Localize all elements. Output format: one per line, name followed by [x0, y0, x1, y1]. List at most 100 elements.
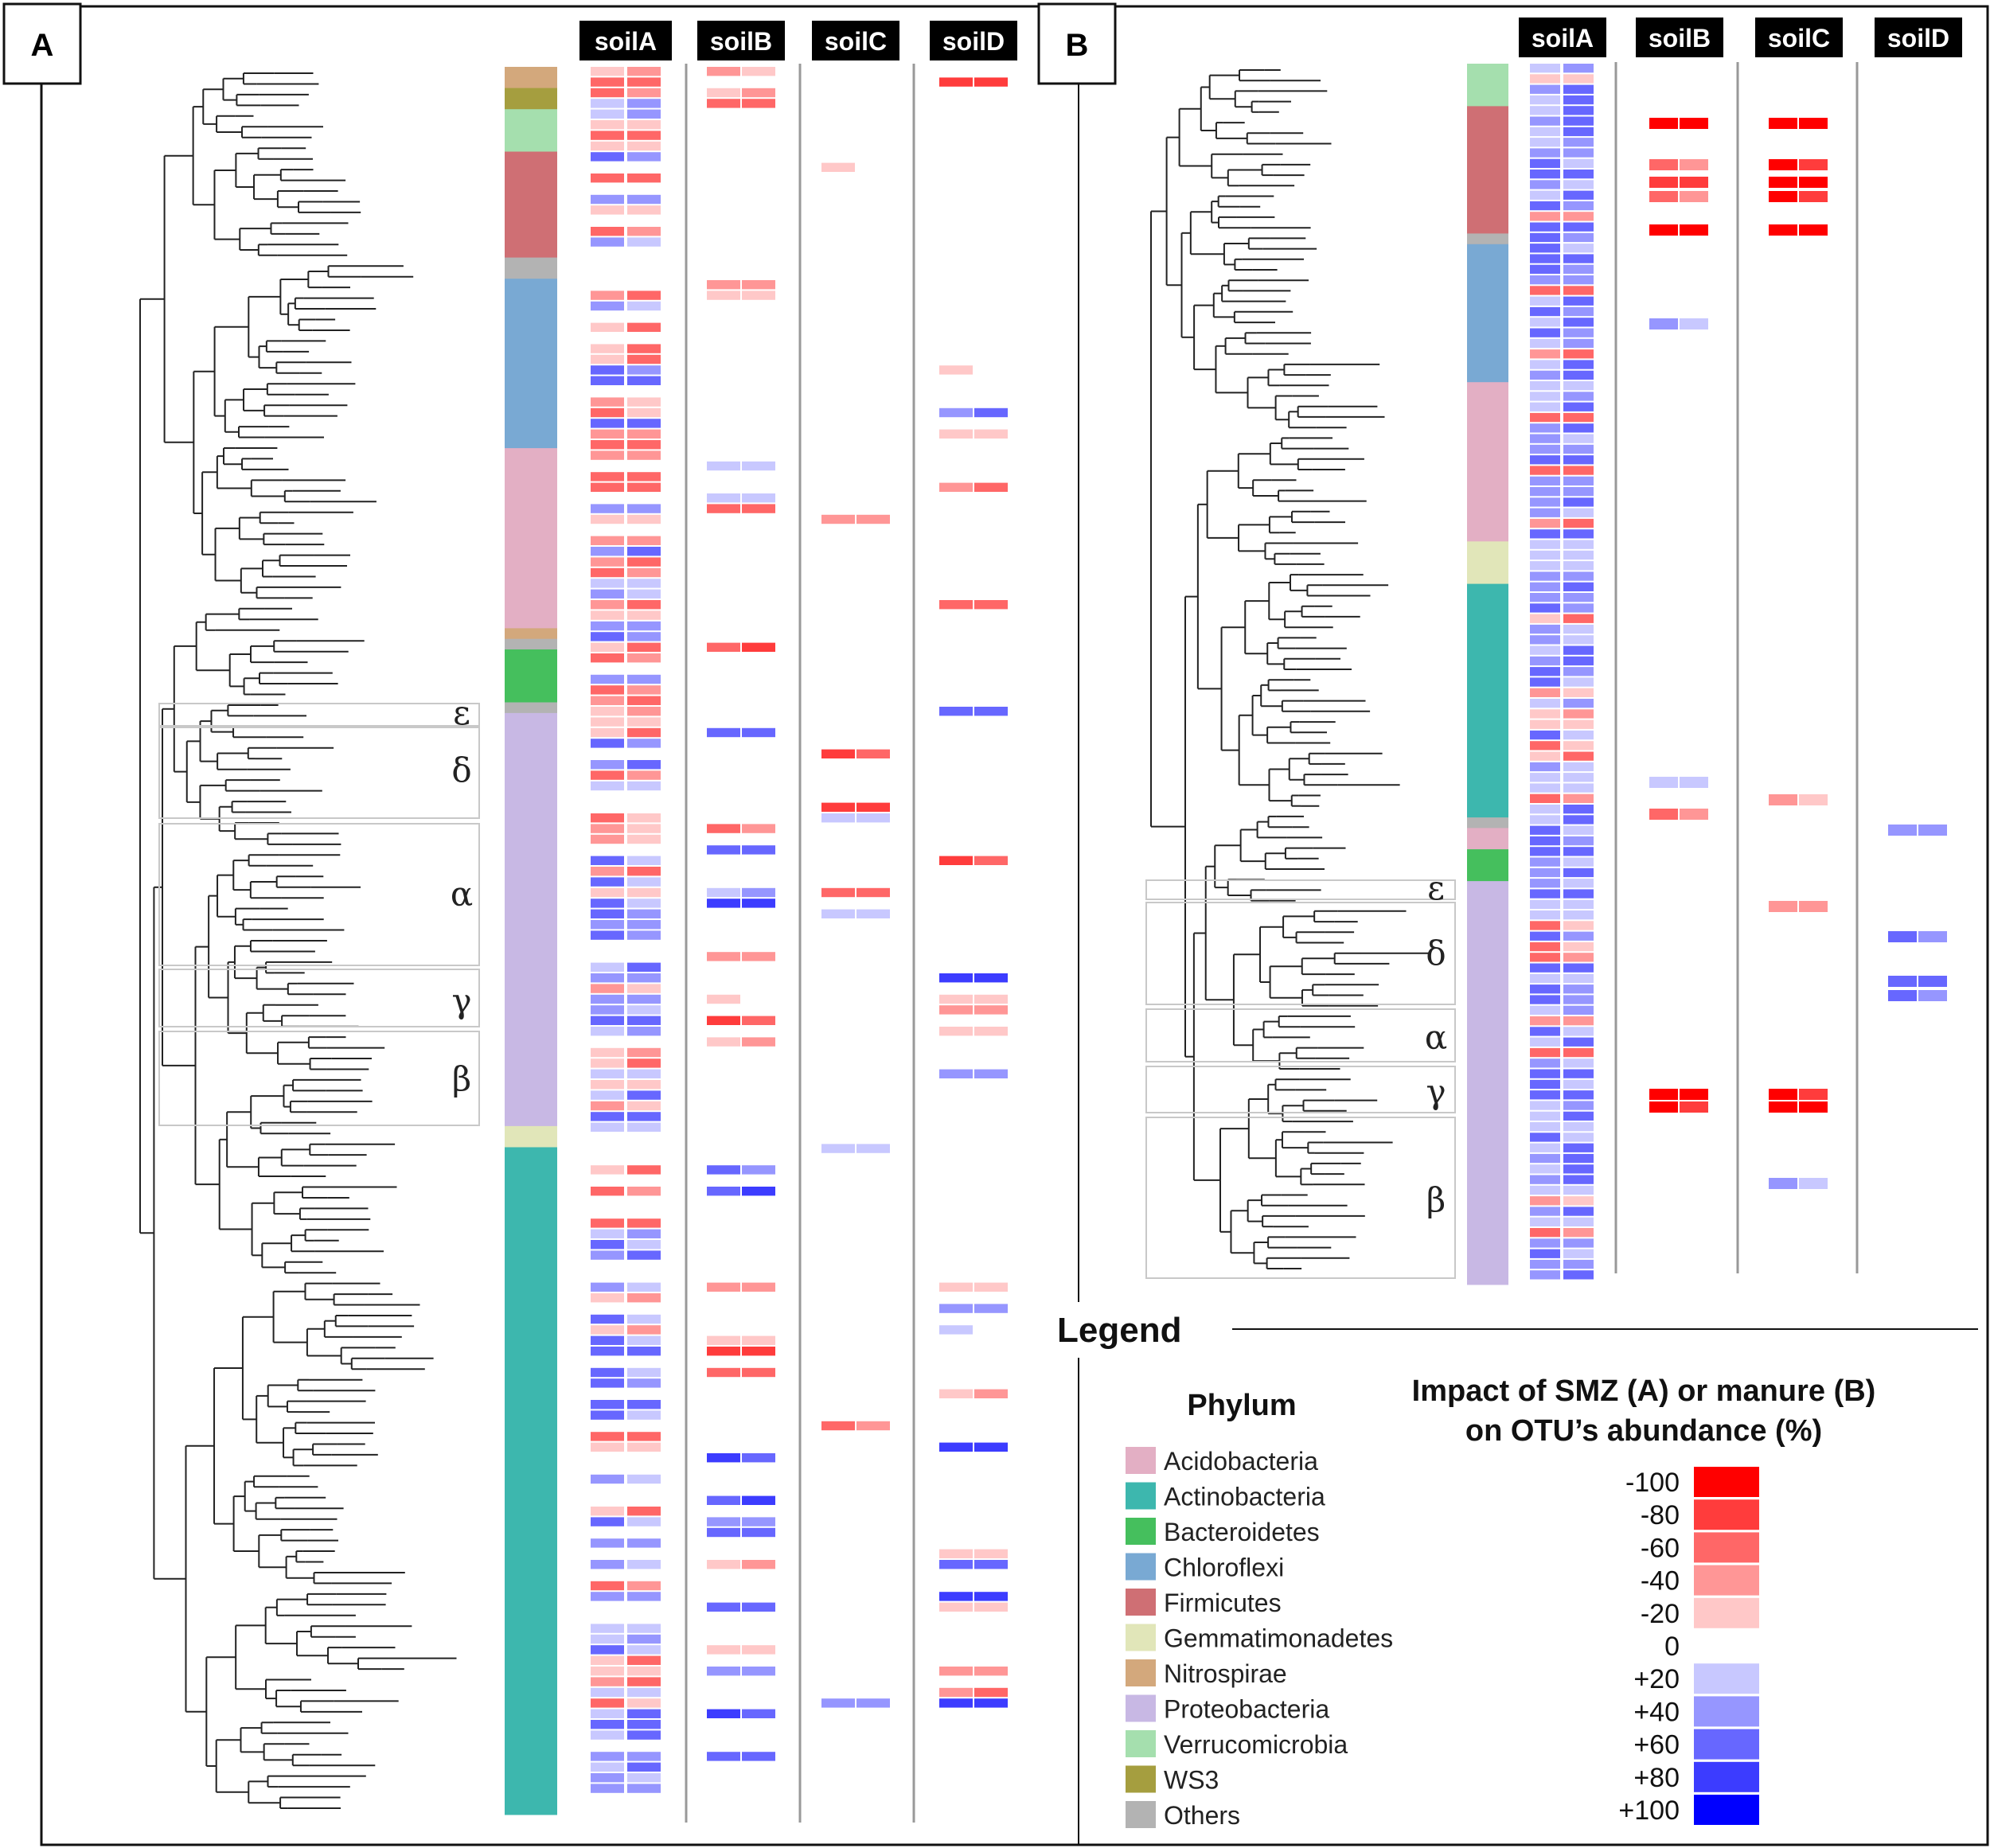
legend-scale-label: -60 — [1641, 1533, 1680, 1563]
panel-a-heat-cell — [591, 1069, 624, 1078]
panel-b-heat-cell — [1563, 741, 1594, 751]
panel-a-heat-cell — [707, 290, 740, 300]
panel-a-heat-cell — [974, 973, 1008, 983]
panel-b-heat-cell — [1530, 667, 1560, 676]
panel-b-heat-cell — [1530, 582, 1560, 591]
panel-a-heat-cell — [591, 877, 624, 887]
panel-b-heat-cell — [1530, 74, 1560, 84]
panel-b-heat-cell — [1563, 677, 1594, 687]
panel-b-heat-cell — [1530, 805, 1560, 814]
panel-b-heat-cell — [1563, 455, 1594, 465]
panel-a-heat-cell — [627, 589, 661, 598]
legend-phylum-label: Others — [1164, 1801, 1240, 1830]
legend-phylum-swatch — [1126, 1765, 1156, 1793]
panel-b-heat-cell — [1530, 847, 1560, 856]
panel-b-heat-cell — [1530, 402, 1560, 411]
panel-a-heat-cell — [627, 354, 661, 365]
panel-b-heat-cell — [1563, 381, 1594, 391]
panel-a-heat-cell — [591, 824, 624, 833]
panel-b-heat-cell — [1530, 275, 1560, 285]
panel-b-heat-cell — [1563, 170, 1594, 179]
panel-b-heat-cell — [1530, 360, 1560, 369]
panel-a-heat-cell — [591, 376, 624, 385]
panel-b-clade-gamma: γ — [1426, 1072, 1446, 1111]
panel-a-heat-cell — [627, 290, 661, 300]
panel-b-heat-cell — [1563, 264, 1594, 274]
panel-b-heat-cell — [1530, 963, 1560, 973]
panel-a-heat-cell — [627, 813, 661, 823]
panel-b-heat-cell — [1530, 645, 1560, 655]
legend-scale-label: +80 — [1633, 1763, 1680, 1793]
panel-a-heat-cell — [707, 67, 740, 76]
panel-a-heat-cell — [591, 1165, 624, 1175]
panel-b-heat-cell — [1680, 159, 1708, 170]
panel-b-heat-cell — [1530, 306, 1560, 317]
panel-a-heat-cell — [707, 1709, 740, 1718]
panel-a-heat-cell — [591, 930, 624, 940]
panel-b-heat-cell — [1563, 392, 1594, 401]
panel-b-heat-cell — [1530, 1175, 1560, 1184]
panel-b-strip-segment-0 — [1467, 64, 1508, 107]
panel-a-heat-cell — [742, 1560, 775, 1569]
panel-a-heat-cell — [591, 407, 624, 418]
panel-a-heat-cell — [591, 344, 624, 353]
panel-b-heat-cell — [1530, 624, 1560, 634]
legend-scale-label: +20 — [1633, 1664, 1680, 1694]
panel-b-heat-cell — [1563, 836, 1594, 846]
panel-a-heat-cell — [939, 1687, 973, 1698]
panel-a-heat-cell — [627, 1507, 661, 1516]
panel-b-heat-cell — [1563, 434, 1594, 443]
panel-b-heat-cell — [1888, 931, 1917, 942]
panel-b-heat-cell — [1563, 783, 1594, 793]
panel-b-heat-cell — [1563, 275, 1594, 285]
panel-a-heat-cell — [591, 973, 624, 983]
panel-a-headers: soilA soilB soilC soilD — [579, 21, 1017, 60]
panel-a-heat-cell — [591, 205, 624, 215]
panel-a-heat-cell — [591, 1560, 624, 1569]
figure-frame — [40, 5, 1989, 1846]
panel-a-heat-cell — [742, 99, 775, 108]
panel-b-heat-cell — [1530, 1133, 1560, 1142]
panel-b-heat-cell — [1649, 1101, 1678, 1113]
panel-b-heat-cell — [1563, 1133, 1594, 1142]
panel-b-heat-cell — [1530, 1122, 1560, 1132]
legend-phylum-label: Chloroflexi — [1164, 1554, 1284, 1582]
panel-b-heat-cell — [1799, 224, 1828, 236]
panel-a-heat-cell — [742, 461, 775, 471]
panel-a-heat-cell — [627, 482, 661, 492]
panel-b-heat-cell — [1530, 127, 1560, 137]
panel-a-heat-cell — [591, 472, 624, 481]
panel-b-heat-cell — [1530, 264, 1560, 274]
panel-a-heat-cell — [821, 514, 855, 524]
panel-b-heat-cell — [1530, 148, 1560, 158]
panel-a-heat-cell — [591, 760, 624, 770]
panel-b-heat-cell — [1530, 84, 1560, 94]
panel-a-heat-cell — [707, 1602, 740, 1612]
panel-b-heat-cell — [1563, 931, 1594, 941]
panel-b-heat-cell — [1530, 1090, 1560, 1100]
panel-a-heat-cell — [627, 674, 661, 684]
panel-b-clade-delta: δ — [1426, 934, 1446, 973]
panel-b-heat-cell — [1769, 177, 1797, 188]
panel-a-heat-cell — [591, 600, 624, 610]
panel-a-heat-cell — [939, 429, 973, 439]
panel-a-heat-cell — [591, 109, 624, 119]
panel-a-heat-cell — [591, 856, 624, 865]
panel-b-heat-cell — [1530, 942, 1560, 952]
panel-a-heat-cell — [627, 1442, 661, 1452]
panel-a-heat-cell — [627, 1592, 661, 1601]
panel-b-heat-cell — [1530, 1111, 1560, 1121]
panel-a-heat-cell — [974, 1592, 1008, 1601]
panel-b-heat-cell — [1563, 360, 1594, 369]
panel-b-tree — [1150, 69, 1429, 1269]
legend-scale-label: -40 — [1641, 1566, 1680, 1597]
panel-a-heat-cell — [627, 973, 661, 983]
panel-a-heat-cell — [591, 834, 624, 844]
panel-b-heat-cell — [1530, 1238, 1560, 1248]
panel-a-heat-cell — [627, 1250, 661, 1260]
panel-b-heat-cell — [1530, 138, 1560, 147]
panel-b-heat-cell — [1530, 773, 1560, 782]
panel-b-heat-cell — [1563, 603, 1594, 613]
panel-b-heat-cell — [1680, 777, 1708, 788]
panel-a-heat-cell — [742, 1187, 775, 1196]
